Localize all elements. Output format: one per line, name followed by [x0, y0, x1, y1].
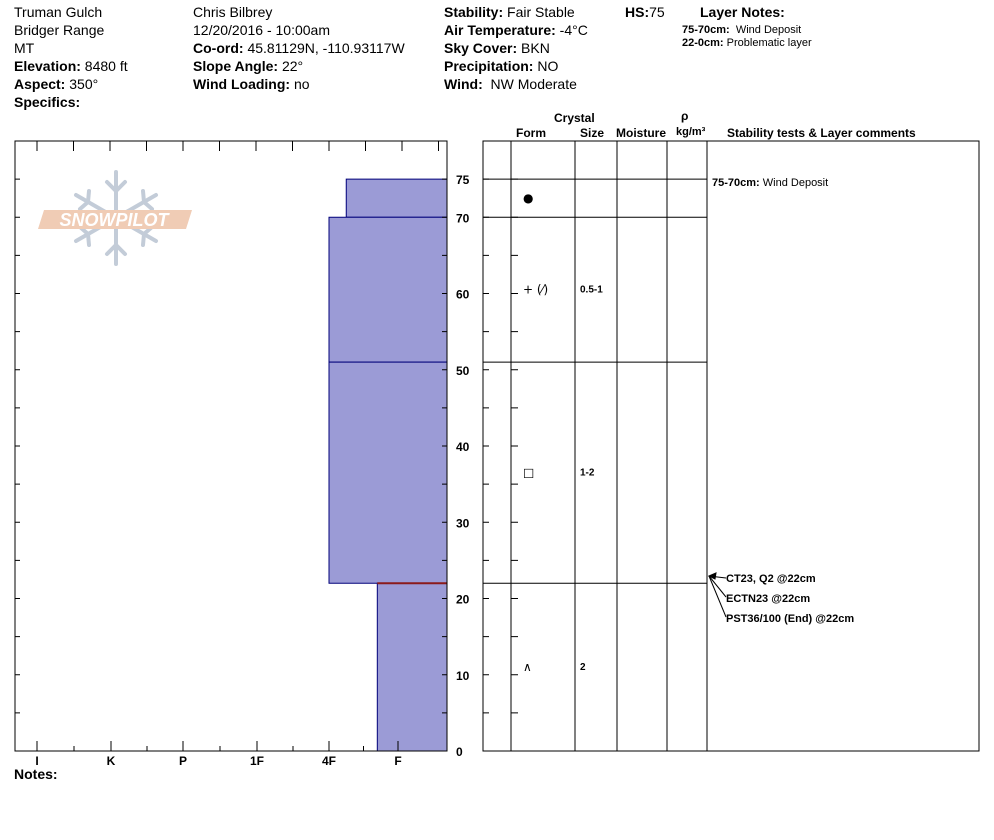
logo-text: SNOWPILOT [60, 210, 171, 230]
moisture-header: Moisture [616, 126, 667, 140]
test-pst: PST36/100 (End) @22cm [726, 613, 855, 625]
layer-notes-title: Layer Notes: [700, 4, 785, 20]
stability-header: Stability tests & Layer comments [727, 126, 916, 140]
air-temperature: Air Temperature: -4°C [444, 22, 588, 38]
hs: HS:75 [625, 4, 665, 20]
y-tick-label-60: 60 [456, 288, 470, 302]
hardness-layer-2 [328, 216, 448, 363]
x-tick-label-1F: 1F [250, 754, 264, 768]
range: Bridger Range [14, 22, 105, 38]
location: Truman Gulch [14, 4, 103, 20]
y-tick-label-70: 70 [456, 211, 470, 225]
datetime: 12/20/2016 - 10:00am [193, 22, 330, 38]
grain-size-4: 2 [580, 662, 586, 673]
rho-header: ρ [681, 109, 689, 123]
state: MT [14, 40, 35, 56]
elevation: Elevation: 8480 ft [14, 58, 128, 74]
density-unit-header: kg/m³ [676, 126, 706, 138]
test-pointers [707, 572, 727, 618]
layer-note-1: 75-70cm: Wind Deposit [682, 24, 802, 36]
hardness-layer-3 [328, 361, 448, 584]
grain-form-2: + (⁄) [523, 283, 548, 297]
wind-loading: Wind Loading: no [193, 76, 310, 92]
sky-cover: Sky Cover: BKN [444, 40, 550, 56]
layer-comment: 75-70cm: Wind Deposit [712, 177, 829, 189]
observer: Chris Bilbrey [193, 4, 273, 20]
layer-table-frame [482, 140, 980, 752]
y-tick-label-30: 30 [456, 516, 470, 530]
x-tick-label-K: K [107, 754, 116, 768]
grain-form-1: ● [523, 191, 533, 205]
grain-form-3: □ [523, 466, 534, 480]
grain-size-2: 0.5-1 [580, 285, 603, 296]
y-tick-label-75: 75 [456, 173, 470, 187]
coordinates: Co-ord: 45.81129N, -110.93117W [193, 40, 405, 56]
notes-label: Notes: [14, 766, 58, 782]
aspect: Aspect: 350° [14, 76, 99, 92]
hardness-layer-4 [376, 582, 448, 752]
y-tick-label-0: 0 [456, 745, 463, 759]
y-tick-label-10: 10 [456, 669, 470, 683]
hardness-layer-1 [345, 178, 448, 218]
x-tick-label-I: I [35, 754, 38, 768]
x-tick-label-P: P [179, 754, 187, 768]
test-ectn: ECTN23 @22cm [726, 593, 811, 605]
layer-note-2: 22-0cm: Problematic layer [682, 37, 812, 49]
x-tick-label-4F: 4F [322, 754, 336, 768]
precipitation: Precipitation: NO [444, 58, 559, 74]
y-tick-label-40: 40 [456, 440, 470, 454]
snowpilot-logo: SNOWPILOT [38, 170, 192, 266]
grain-size-3: 1-2 [580, 468, 595, 479]
test-ct: CT23, Q2 @22cm [726, 573, 816, 585]
y-tick-label-20: 20 [456, 593, 470, 607]
specifics-label: Specifics: [14, 94, 81, 110]
slope-angle: Slope Angle: 22° [193, 58, 304, 74]
crystal-header: Crystal [554, 111, 595, 125]
form-header: Form [516, 126, 546, 140]
x-tick-label-F: F [394, 754, 401, 768]
y-tick-label-50: 50 [456, 364, 470, 378]
size-header: Size [580, 126, 605, 140]
wind: Wind: NW Moderate [444, 76, 577, 92]
grain-form-4: ∧ [523, 660, 532, 674]
stability: Stability: Fair Stable [444, 4, 575, 20]
